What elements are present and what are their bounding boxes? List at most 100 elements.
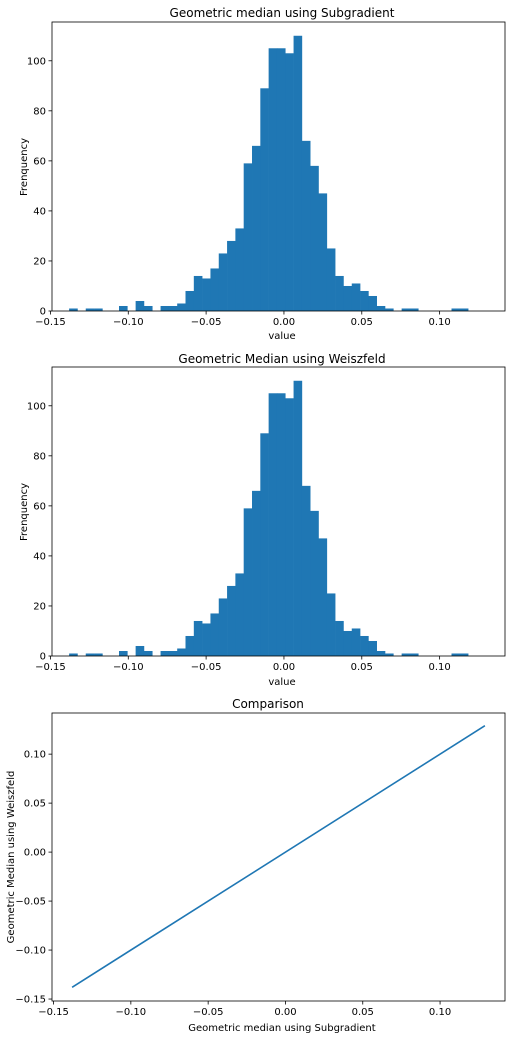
histogram-weiszfeld: Geometric Median using Weiszfeld −0.15 −0… xyxy=(19,352,506,688)
comparison-line-chart: Comparison −0.15 −0.10 −0.05 0.00 0.05 0.10−0… xyxy=(6,697,506,1034)
histogram-bar xyxy=(185,290,195,311)
histogram-bar xyxy=(168,650,178,656)
histogram-bar xyxy=(252,145,261,311)
histogram-bar xyxy=(451,308,461,311)
y-tick-label: 60 xyxy=(33,156,46,167)
histogram-bar xyxy=(193,275,203,311)
y-tick-label: −0.10 xyxy=(15,946,46,957)
histogram-bar xyxy=(119,650,128,656)
y-tick-label: 0.05 xyxy=(24,799,46,810)
x-tick-label: −0.10 xyxy=(113,662,144,673)
y-tick-label: 80 xyxy=(33,451,46,462)
histogram-bar xyxy=(276,48,286,311)
histogram-bar xyxy=(351,628,361,656)
y-tick-label: 0.00 xyxy=(24,848,46,859)
histogram-bar xyxy=(459,653,469,656)
y-tick-label: 80 xyxy=(33,106,46,117)
chart-title: Geometric median using Subgradient xyxy=(170,6,395,20)
histogram-bar xyxy=(385,308,394,311)
x-tick-label: 0.00 xyxy=(273,317,295,328)
histogram-bar xyxy=(85,653,95,656)
histogram-bar xyxy=(243,508,253,656)
histogram-bar xyxy=(202,278,211,311)
histogram-bar xyxy=(69,653,78,656)
histogram-bar xyxy=(119,305,128,311)
histogram-bar xyxy=(385,653,394,656)
histogram-bar xyxy=(360,290,369,311)
histogram-bar xyxy=(168,305,178,311)
series-line xyxy=(71,725,486,988)
histogram-bar xyxy=(409,653,419,656)
histogram-bar xyxy=(185,635,195,656)
x-tick-label: −0.05 xyxy=(191,662,222,673)
histogram-bar xyxy=(293,380,303,656)
histogram-bar xyxy=(310,510,319,656)
histogram-bar xyxy=(69,308,78,311)
histogram-bar xyxy=(401,308,411,311)
bars xyxy=(69,380,469,656)
x-tick-label: −0.15 xyxy=(35,317,66,328)
histogram-bar xyxy=(143,305,153,311)
x-tick-label: −0.10 xyxy=(113,317,144,328)
x-tick-label: 0.10 xyxy=(428,317,450,328)
x-tick-label: 0.00 xyxy=(273,662,295,673)
histogram-bar xyxy=(160,305,170,311)
histogram-bar xyxy=(376,305,386,311)
x-axis-label: Geometric median using Subgradient xyxy=(188,1023,375,1034)
histogram-bar xyxy=(335,620,344,656)
histogram-bar xyxy=(376,650,386,656)
x-tick-label: 0.10 xyxy=(429,1007,451,1018)
histogram-bar xyxy=(293,35,303,312)
y-tick-label: 0 xyxy=(40,307,46,318)
histogram-bar xyxy=(318,193,328,311)
histogram-bar xyxy=(260,88,269,311)
histogram-bar xyxy=(360,635,369,656)
histogram-bar xyxy=(235,228,244,311)
x-tick-label: 0.10 xyxy=(428,662,450,673)
x-tick-label: 0.05 xyxy=(351,317,373,328)
histogram-bar xyxy=(301,140,311,311)
x-tick-label: −0.05 xyxy=(193,1007,224,1018)
x-tick-label: 0.05 xyxy=(352,1007,374,1018)
x-tick-label: −0.05 xyxy=(191,317,222,328)
x-axis-label: value xyxy=(268,331,295,342)
histogram-bar xyxy=(94,308,103,311)
histogram-bar xyxy=(318,538,328,656)
histogram-bar xyxy=(335,275,344,311)
y-tick-label: 20 xyxy=(33,601,46,612)
histogram-bar xyxy=(268,48,278,311)
histogram-bar xyxy=(143,650,153,656)
histogram-bar xyxy=(368,295,377,311)
x-tick-label: 0.05 xyxy=(351,662,373,673)
x-axis-label: value xyxy=(268,677,295,688)
histogram-bar xyxy=(285,398,294,656)
y-tick-label: 60 xyxy=(33,501,46,512)
histogram-bar xyxy=(310,165,319,311)
histogram-bar xyxy=(260,433,269,656)
histogram-bar xyxy=(343,630,353,656)
histogram-bar xyxy=(235,573,244,656)
histogram-bar xyxy=(409,308,419,311)
histogram-bar xyxy=(193,620,203,656)
histogram-bar xyxy=(218,598,228,656)
histogram-bar xyxy=(459,308,469,311)
histogram-bar xyxy=(135,645,145,656)
histogram-bar xyxy=(85,308,95,311)
histogram-bar xyxy=(368,640,377,656)
histogram-bar xyxy=(94,653,103,656)
comparison-line xyxy=(71,725,486,988)
chart-title: Comparison xyxy=(232,697,304,711)
plot-frame xyxy=(51,21,506,312)
y-axis-label: Geometric Median using Weiszfeld xyxy=(6,771,17,944)
axis-ticks: −0.15 −0.10 −0.05 0.00 0.05 0.10 −0.15 −0.10 −0.… xyxy=(15,750,451,1018)
x-tick-label: −0.10 xyxy=(116,1007,147,1018)
y-axis-label: Frenquency xyxy=(19,138,30,196)
plot-frame xyxy=(51,712,506,1002)
histogram-bar xyxy=(202,623,211,656)
histogram-subgradient: Geometric median using Subgradient −0.15… xyxy=(19,6,506,342)
axis-ticks: −0.15 −0.10 −0.05 0.00 0.05 0.10 0 20 40 60 80 100 xyxy=(27,56,451,328)
y-tick-label: 100 xyxy=(27,56,46,67)
y-tick-label: −0.05 xyxy=(15,897,46,908)
y-tick-label: 100 xyxy=(27,401,46,412)
